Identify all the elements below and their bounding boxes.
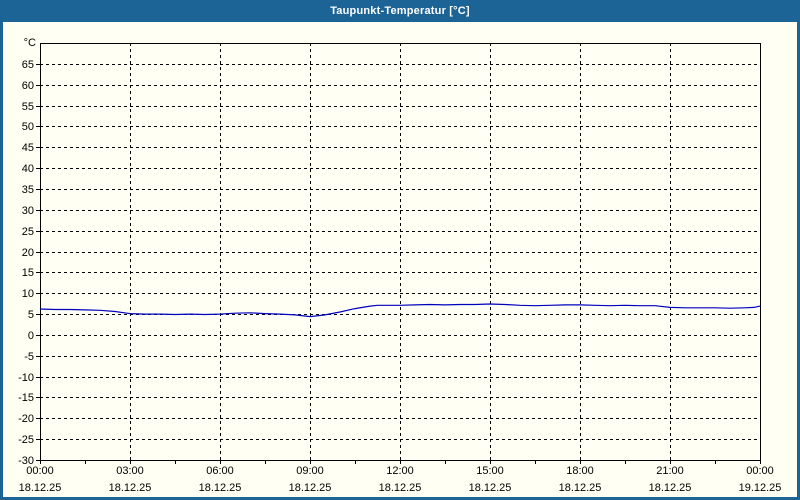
svg-text:20: 20 — [22, 247, 34, 259]
svg-text:18.12.25: 18.12.25 — [109, 482, 152, 494]
svg-text:18.12.25: 18.12.25 — [199, 482, 242, 494]
x-minor-ticks — [40, 460, 761, 464]
svg-text:03:00: 03:00 — [116, 465, 144, 477]
svg-text:45: 45 — [22, 142, 34, 154]
data-line — [39, 303, 761, 318]
svg-text:09:00: 09:00 — [296, 465, 324, 477]
svg-text:40: 40 — [22, 163, 34, 175]
svg-text:10: 10 — [22, 288, 34, 300]
svg-text:30: 30 — [22, 205, 34, 217]
svg-text:06:00: 06:00 — [206, 465, 234, 477]
svg-text:65: 65 — [22, 59, 34, 71]
svg-text:15:00: 15:00 — [476, 465, 504, 477]
svg-text:25: 25 — [22, 226, 34, 238]
svg-text:60: 60 — [22, 80, 34, 92]
svg-text:55: 55 — [22, 101, 34, 113]
svg-text:18.12.25: 18.12.25 — [379, 482, 422, 494]
x-tick-labels: 00:00 18.12.25 03:00 18.12.25 06:00 18.12.25 0… — [19, 465, 782, 494]
chart-area: -30 -25 -20 -15 -10 -5 0 5 10 15 20 25 30 35 40 45 50 55 6… — [3, 22, 797, 497]
svg-text:5: 5 — [28, 309, 34, 321]
y-gridlines — [40, 64, 760, 440]
svg-text:18.12.25: 18.12.25 — [289, 482, 332, 494]
svg-text:00:00: 00:00 — [26, 465, 54, 477]
svg-text:18.12.25: 18.12.25 — [559, 482, 602, 494]
svg-text:21:00: 21:00 — [656, 465, 684, 477]
svg-text:-10: -10 — [18, 372, 34, 384]
svg-text:18.12.25: 18.12.25 — [649, 482, 692, 494]
svg-text:35: 35 — [22, 184, 34, 196]
y-tick-labels: -30 -25 -20 -15 -10 -5 0 5 10 15 20 25 30 35 40 45 50 55 6… — [18, 37, 40, 467]
window-titlebar[interactable]: Taupunkt-Temperatur [°C] — [0, 0, 800, 22]
chart-canvas: -30 -25 -20 -15 -10 -5 0 5 10 15 20 25 30 35 40 45 50 55 6… — [18, 37, 782, 494]
svg-text:15: 15 — [22, 267, 34, 279]
x-gridlines — [130, 43, 671, 460]
svg-text:°C: °C — [24, 37, 36, 49]
svg-text:-30: -30 — [18, 455, 34, 467]
svg-text:19.12.25: 19.12.25 — [739, 482, 782, 494]
window-title: Taupunkt-Temperatur [°C] — [330, 5, 470, 17]
svg-text:-25: -25 — [18, 434, 34, 446]
svg-text:-5: -5 — [24, 351, 34, 363]
svg-text:00:00: 00:00 — [746, 465, 774, 477]
svg-text:-15: -15 — [18, 392, 34, 404]
svg-text:12:00: 12:00 — [386, 465, 414, 477]
svg-text:-20: -20 — [18, 413, 34, 425]
svg-text:18:00: 18:00 — [566, 465, 594, 477]
svg-text:18.12.25: 18.12.25 — [469, 482, 512, 494]
svg-text:0: 0 — [28, 330, 34, 342]
svg-text:18.12.25: 18.12.25 — [19, 482, 62, 494]
svg-text:50: 50 — [22, 121, 34, 133]
